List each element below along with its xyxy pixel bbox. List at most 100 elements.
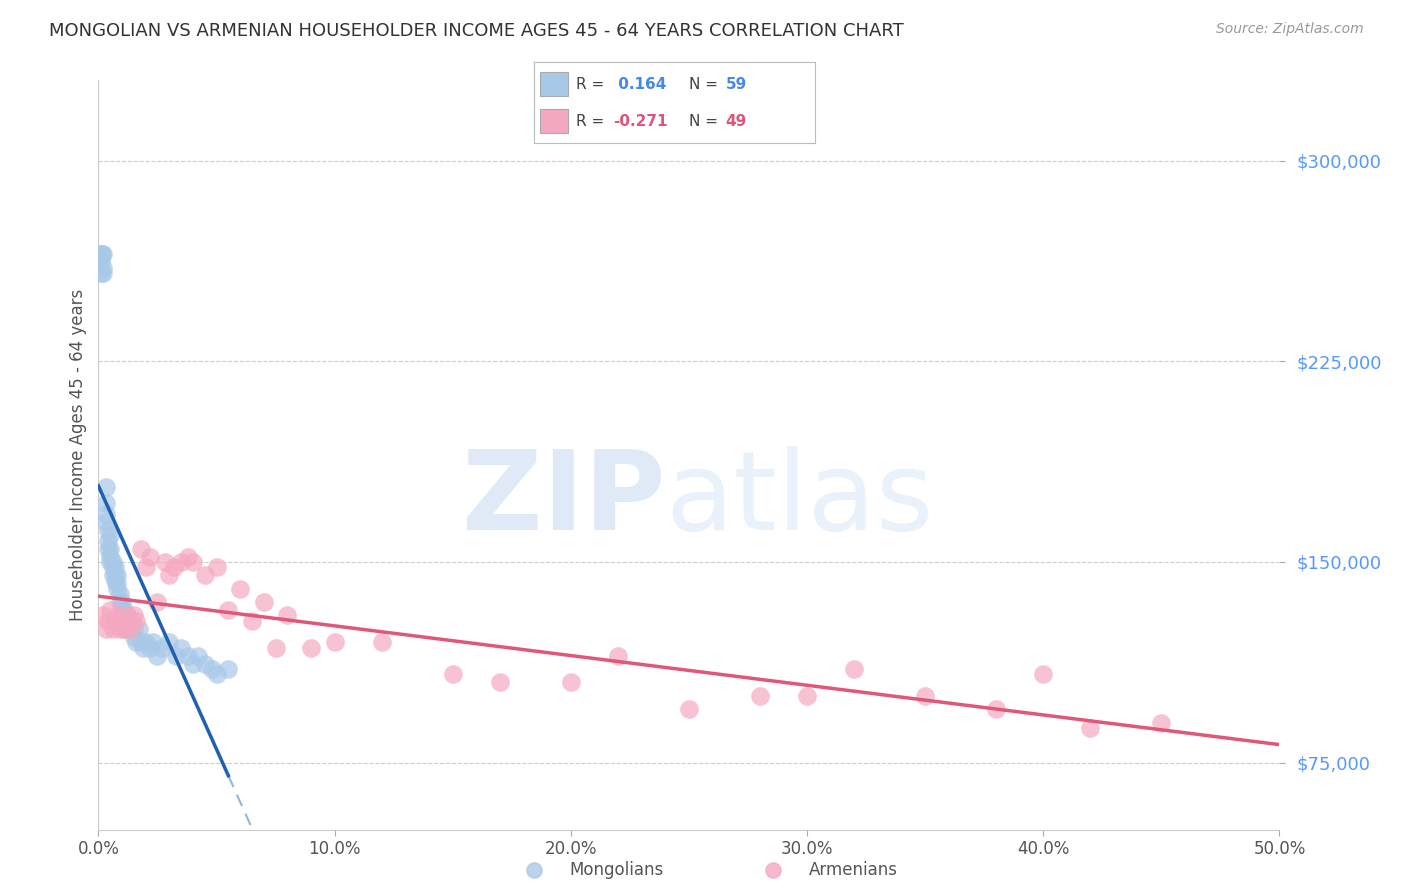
Point [98, 555, 121, 569]
Point [163, 560, 186, 574]
Point [97, 541, 120, 556]
Point [217, 603, 239, 617]
Text: N =: N = [689, 77, 718, 92]
Point [101, 568, 124, 582]
Point [108, 622, 131, 636]
Point [240, 614, 263, 628]
Point [98, 541, 121, 556]
FancyBboxPatch shape [540, 109, 568, 133]
Point [201, 662, 224, 676]
Point [1150, 715, 1173, 730]
Point [94, 480, 117, 494]
Text: R =: R = [576, 77, 605, 92]
Point [177, 549, 200, 564]
Point [165, 648, 187, 663]
FancyBboxPatch shape [540, 72, 568, 96]
Point [105, 568, 128, 582]
Point [135, 560, 157, 574]
Point [181, 555, 204, 569]
Point [748, 689, 770, 703]
Point [150, 640, 173, 655]
Point [157, 635, 180, 649]
Point [115, 608, 138, 623]
Text: Armenians: Armenians [808, 861, 897, 879]
Point [122, 622, 145, 636]
Text: Mongolians: Mongolians [569, 861, 664, 879]
Point [607, 648, 630, 663]
Point [170, 555, 193, 569]
Point [91, 266, 114, 280]
Point [104, 574, 127, 588]
Point [122, 630, 145, 644]
Text: Source: ZipAtlas.com: Source: ZipAtlas.com [1216, 22, 1364, 37]
Point [205, 560, 228, 574]
Point [91, 608, 114, 623]
Text: atlas: atlas [665, 446, 934, 553]
Point [139, 549, 162, 564]
Text: N =: N = [689, 113, 718, 128]
Point [98, 549, 121, 564]
Point [111, 595, 134, 609]
Point [94, 496, 117, 510]
Point [489, 675, 512, 690]
Point [194, 568, 217, 582]
Point [132, 640, 155, 655]
Point [101, 560, 124, 574]
Point [323, 635, 346, 649]
Point [112, 622, 135, 636]
Point [153, 555, 176, 569]
Point [844, 662, 866, 676]
Point [112, 603, 135, 617]
Point [205, 667, 228, 681]
Point [90, 247, 112, 261]
Point [796, 689, 818, 703]
Text: 0.164: 0.164 [613, 77, 666, 92]
Text: MONGOLIAN VS ARMENIAN HOUSEHOLDER INCOME AGES 45 - 64 YEARS CORRELATION CHART: MONGOLIAN VS ARMENIAN HOUSEHOLDER INCOME… [49, 22, 904, 40]
Point [157, 568, 180, 582]
Point [98, 603, 121, 617]
Point [194, 657, 217, 671]
Point [90, 266, 112, 280]
Point [91, 247, 114, 261]
Point [678, 702, 700, 716]
Point [91, 247, 114, 261]
Y-axis label: Householder Income Ages 45 - 64 years: Householder Income Ages 45 - 64 years [69, 289, 87, 621]
Point [104, 614, 127, 628]
Point [139, 640, 162, 655]
Point [146, 648, 169, 663]
Point [98, 528, 121, 542]
Point [299, 640, 322, 655]
Point [253, 595, 276, 609]
Point [560, 675, 582, 690]
Point [97, 533, 120, 548]
Point [121, 622, 143, 636]
Point [441, 667, 464, 681]
Point [129, 635, 152, 649]
Point [105, 608, 128, 623]
Point [105, 576, 128, 591]
Point [914, 689, 936, 703]
Point [217, 662, 239, 676]
Point [1032, 667, 1054, 681]
Point [125, 614, 148, 628]
Point [187, 648, 209, 663]
Point [118, 622, 141, 636]
Point [97, 523, 120, 537]
Point [181, 657, 204, 671]
Point [1080, 721, 1102, 735]
Point [111, 608, 134, 623]
Point [118, 614, 141, 628]
Point [146, 595, 169, 609]
Point [142, 635, 165, 649]
Point [94, 515, 117, 529]
Point [523, 863, 546, 877]
Text: 59: 59 [725, 77, 747, 92]
Point [104, 568, 127, 582]
Point [170, 640, 193, 655]
Text: 49: 49 [725, 113, 747, 128]
Point [91, 260, 114, 275]
Point [135, 635, 157, 649]
Point [762, 863, 785, 877]
Point [108, 587, 131, 601]
Point [111, 603, 134, 617]
